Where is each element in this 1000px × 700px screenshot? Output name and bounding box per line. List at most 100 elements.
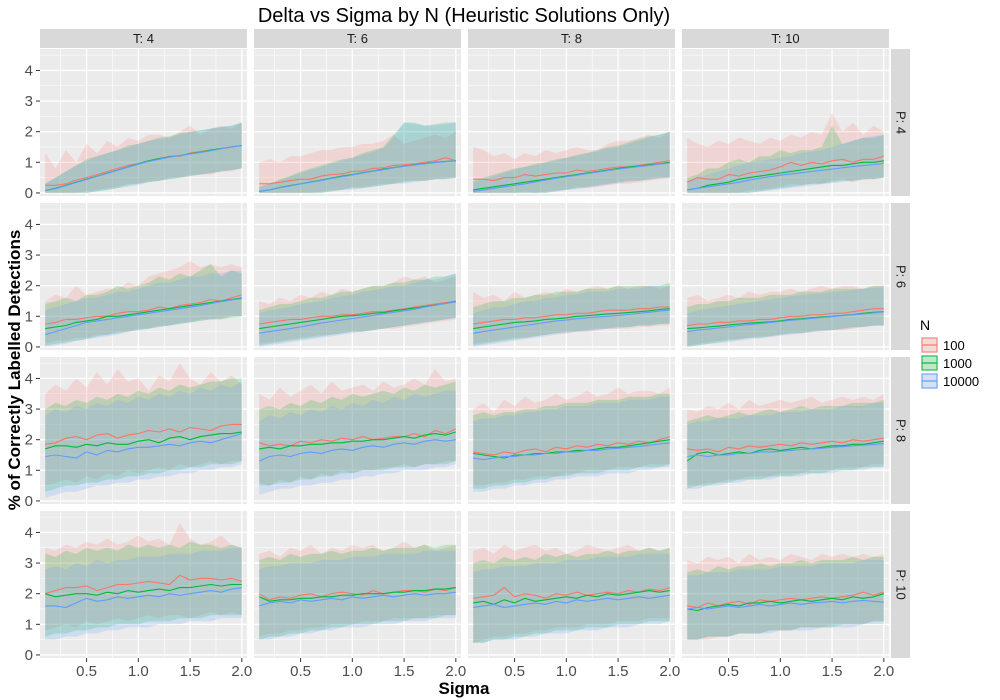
x-tick-label: 1.5 (180, 663, 201, 680)
y-tick-label: 2 (25, 278, 33, 295)
confidence-ribbon (687, 393, 884, 486)
strip-background (682, 29, 889, 48)
panel-background (468, 203, 675, 350)
column-strip-label: T: 8 (561, 31, 582, 46)
strip-background (891, 357, 910, 504)
series-line (473, 309, 670, 334)
series-line (473, 308, 670, 330)
facet-panel (40, 357, 247, 504)
confidence-ribbon (259, 122, 456, 193)
confidence-ribbon (259, 369, 456, 486)
y-tick-label: 3 (25, 93, 33, 110)
confidence-ribbon (473, 396, 670, 492)
confidence-ribbon (687, 285, 884, 346)
x-tick-label: 2.0 (659, 663, 680, 680)
confidence-ribbon (687, 285, 884, 347)
confidence-ribbon (473, 131, 670, 193)
confidence-ribbon (687, 560, 884, 640)
series-line (687, 593, 884, 612)
facet-panel (254, 49, 461, 196)
series-line (45, 574, 242, 595)
confidence-ribbon (259, 381, 456, 486)
confidence-ribbon (687, 399, 884, 489)
series-line (687, 308, 884, 327)
y-tick-label: 3 (25, 555, 33, 572)
series-line (473, 442, 670, 461)
confidence-ribbon (45, 523, 242, 631)
facet-panels (40, 49, 889, 658)
facet-panel (40, 203, 247, 350)
confidence-ribbon (259, 544, 456, 640)
y-tick-label: 4 (25, 62, 33, 79)
x-tick-label: 1.0 (128, 663, 149, 680)
facet-panel (682, 203, 889, 350)
confidence-ribbon (45, 547, 242, 640)
panel-background (468, 357, 675, 504)
x-tick-label: 1.5 (822, 663, 843, 680)
column-strip-label: T: 6 (347, 31, 368, 46)
y-tick-label: 0 (25, 339, 33, 356)
series-line (45, 587, 242, 609)
x-tick-label: 0.5 (290, 663, 311, 680)
confidence-ribbon (259, 273, 456, 347)
series-line (259, 160, 456, 192)
confidence-ribbon (45, 378, 242, 492)
panel-background (40, 49, 247, 196)
series-line (45, 423, 242, 445)
facet-panel (682, 49, 889, 196)
x-tick-label: 0.5 (718, 663, 739, 680)
panel-background (254, 511, 461, 658)
series-line (687, 437, 884, 453)
series-line (473, 306, 670, 325)
strip-background (891, 49, 910, 196)
series-line (45, 583, 242, 598)
series-line (259, 300, 456, 325)
series-line (259, 591, 456, 607)
legend-entry-label: 100 (943, 338, 965, 353)
facet-panel (254, 357, 461, 504)
legend-entry: 100 (921, 337, 965, 353)
row-strip-label: P: 6 (894, 265, 909, 288)
confidence-ribbon (259, 273, 456, 346)
confidence-ribbon (473, 387, 670, 486)
y-tick-label: 3 (25, 401, 33, 418)
series-line (45, 294, 242, 325)
facet-panel (468, 203, 675, 350)
legend-title: N (920, 317, 930, 333)
x-tick-label: 2.0 (231, 663, 252, 680)
y-tick-label: 4 (25, 524, 33, 541)
y-tick-label: 1 (25, 462, 33, 479)
series-line (45, 433, 242, 459)
facet-panel (468, 357, 675, 504)
series-line (687, 443, 884, 458)
x-tick-label: 2.0 (445, 663, 466, 680)
y-tick-label: 4 (25, 370, 33, 387)
x-axes: 0.5 1.0 1.5 2.0 0.5 1.0 1.5 2.0 0.5 1.0 1.5 2.0 0.5 1… (76, 658, 894, 680)
facet-panel (40, 49, 247, 196)
confidence-ribbon (259, 131, 456, 193)
y-tick-label: 1 (25, 616, 33, 633)
confidence-ribbon (45, 261, 242, 344)
y-tick-label: 1 (25, 308, 33, 325)
legend-entry-label: 10000 (943, 374, 979, 389)
confidence-ribbon (259, 550, 456, 640)
strip-background (254, 29, 461, 48)
series-line (687, 162, 884, 191)
confidence-ribbon (259, 541, 456, 637)
series-line (45, 298, 242, 336)
confidence-ribbon (259, 390, 456, 495)
panel-background (254, 203, 461, 350)
legend: N 100 1000 10000 (920, 317, 979, 389)
facet-panel (468, 511, 675, 658)
row-strips: P: 4 P: 6 P: 8 P: 10 (891, 49, 910, 658)
facet-panel (682, 357, 889, 504)
y-axis-title: % of Correctly Labelled Detections (5, 230, 24, 511)
y-tick-label: 0 (25, 647, 33, 664)
series-line (687, 311, 884, 333)
column-strip-label: T: 10 (771, 31, 799, 46)
confidence-ribbon (473, 131, 670, 193)
strip-background (40, 29, 247, 48)
series-line (473, 439, 670, 459)
row-strip-label: P: 4 (894, 111, 909, 134)
y-tick-label: 3 (25, 247, 33, 264)
